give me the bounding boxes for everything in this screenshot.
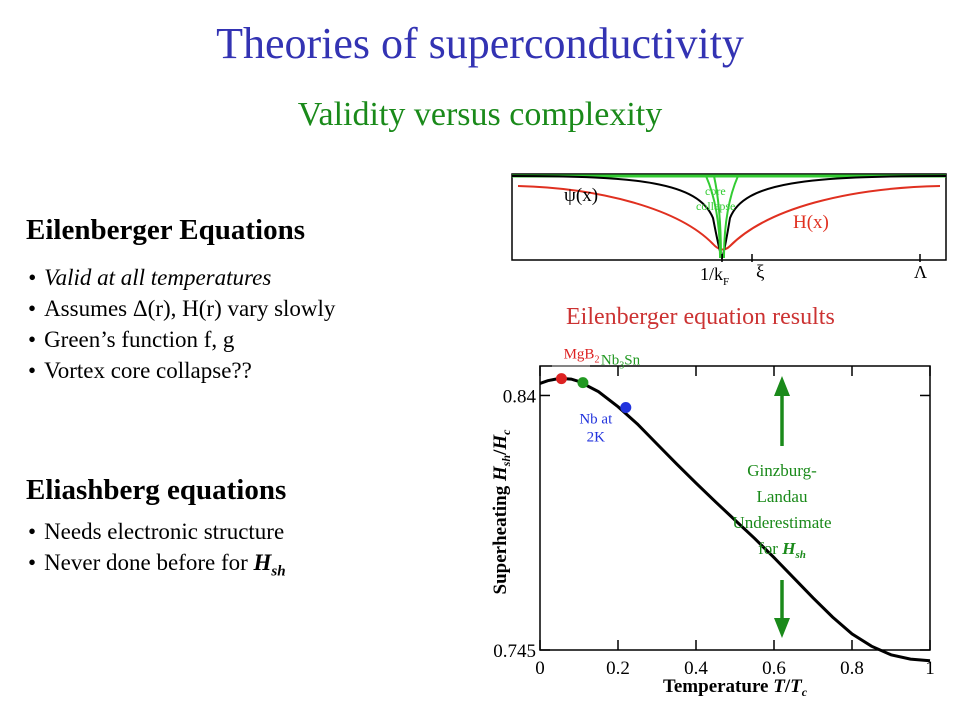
superheating-chart: 0 0.2 0.4 0.6 0.8 1 0.84 0.745 MgB2 Nb3Sn Nb at 2K… [490,347,935,699]
xi-label: ξ [756,262,765,283]
data-point [577,377,589,389]
x-tick-label: 1 [925,658,935,679]
x-tick-label: 0 [535,658,545,679]
collapse-label: collapse [696,199,735,213]
hsh-subscript: sh [271,563,286,580]
kf-label: 1/kF [700,264,729,288]
ticks-group: 0 0.2 0.4 0.6 0.8 1 0.84 0.745 [493,366,935,679]
field-profile-curve [517,185,941,251]
x-tick-label: 0.6 [762,658,786,679]
point-label-line2: 2K [587,430,606,446]
point-label: Nb3Sn [601,353,641,372]
point-label-sub: 3 [619,361,624,372]
y-tick-label: 0.745 [493,641,536,662]
data-point [620,402,632,414]
annotation-for: for [758,539,782,558]
point-label-main: MgB [564,347,595,363]
plot-frame [539,365,931,651]
annotation-group: Ginzburg- Landau Underestimate for Hsh [732,376,832,638]
slide-subtitle: Validity versus complexity [297,96,663,133]
annotation-line: Landau [757,487,808,506]
list-item: Green’s function f, g [28,324,335,355]
annotation-line: Ginzburg- [747,461,817,480]
list-item: Vortex core collapse?? [28,355,335,386]
slide-title: Theories of superconductivity [216,19,744,68]
chart-title: Eilenberger equation results [566,304,835,330]
list-item: Never done before for Hsh [28,547,286,588]
point-label-main: Nb [601,353,619,369]
list-item-text: Never done before for [44,550,248,575]
core-label: core [705,184,726,198]
list-item: Assumes Δ(r), H(r) vary slowly [28,293,335,324]
points-group: MgB2 Nb3Sn Nb at 2K [552,347,641,446]
down-arrow-head [774,618,790,638]
list-item: Needs electronic structure [28,516,286,547]
point-label: Nb at [579,412,613,428]
x-axis-label: Temperature T/Tc [663,676,808,699]
x-tick-label: 0.2 [606,658,630,679]
vortex-profile-inset: ψ(x) core collapse H(x) 1/kF ξ Λ [511,173,947,288]
core-collapse-curves [705,175,739,259]
series-curve [539,377,931,663]
eliashberg-list: Needs electronic structure Never done be… [28,516,286,588]
y-tick-label: 0.84 [503,386,537,407]
x-tick-label: 0.4 [684,658,708,679]
point-label-suffix: Sn [624,353,640,369]
hx-label: H(x) [793,212,829,233]
y-axis-label: Superheating Hsh/Hc [490,429,513,595]
annotation-line: for Hsh [758,539,806,561]
psi-label: ψ(x) [564,185,598,206]
eilenberger-list: Valid at all temperatures Assumes Δ(r), … [28,262,335,386]
eilenberger-heading: Eilenberger Equations [26,214,306,246]
point-label: MgB2 [564,347,600,366]
annotation-hsh: H [781,539,796,558]
lambda-label: Λ [914,262,927,282]
point-label-sub: 2 [594,355,599,366]
plot-frame-group [539,365,931,651]
list-item: Valid at all temperatures [28,262,335,293]
up-arrow-head [774,376,790,396]
annotation-line: Underestimate [732,513,831,532]
hsh-symbol: H [253,550,272,575]
annotation-hsh-sub: sh [794,549,805,561]
x-tick-label: 0.8 [840,658,864,679]
data-point [555,373,567,385]
eliashberg-heading: Eliashberg equations [26,474,287,506]
